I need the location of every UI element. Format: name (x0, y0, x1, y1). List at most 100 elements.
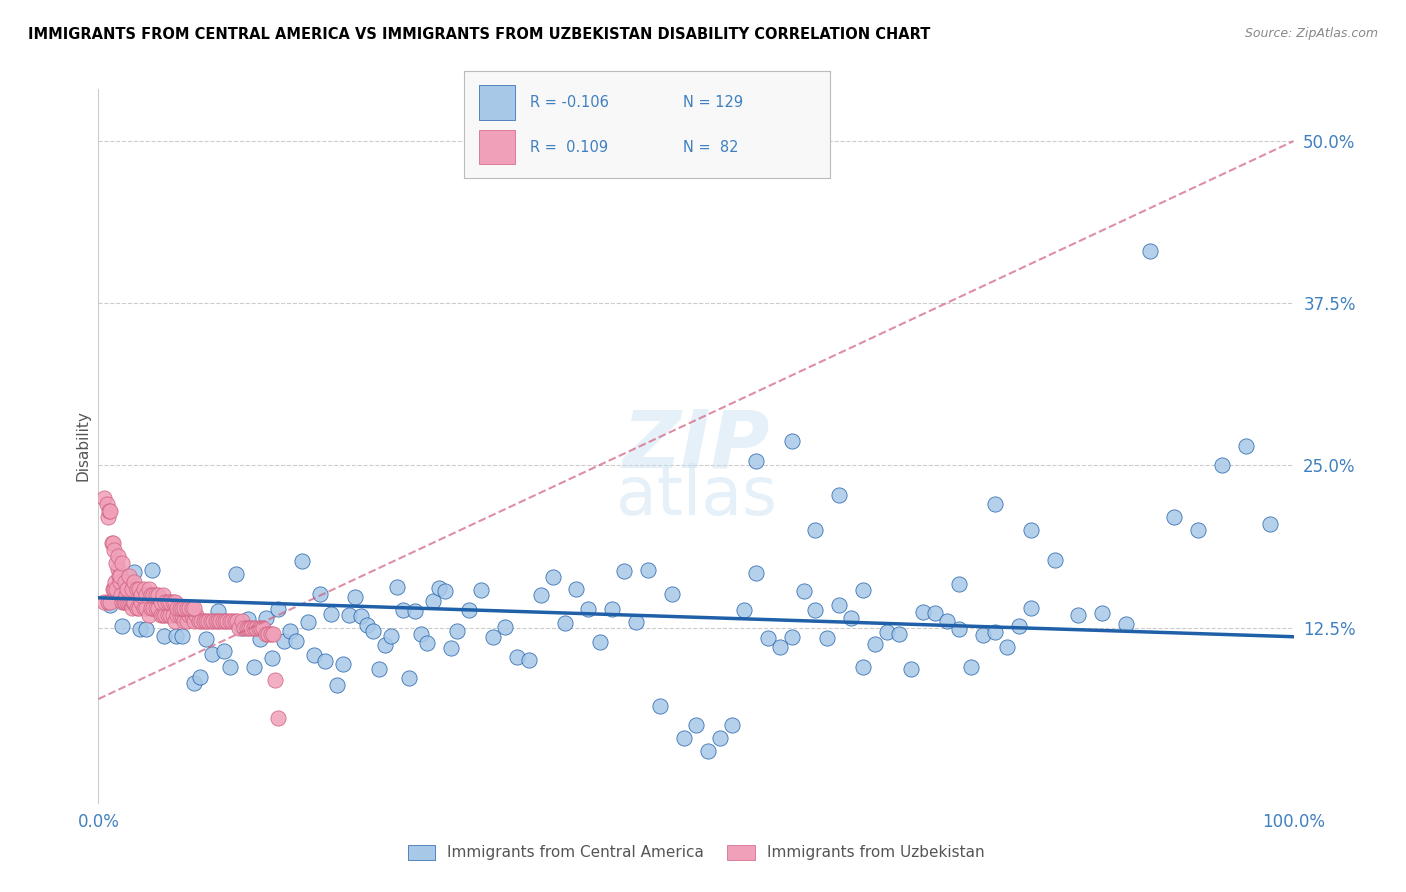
Point (98, 504, 121, 518)
Point (1019, 524, 1042, 538)
Point (207, 604, 229, 618)
Point (155, 607, 177, 622)
Point (828, 598, 851, 612)
Point (589, 635, 612, 649)
Point (852, 659, 875, 673)
Point (228, 621, 250, 635)
Point (149, 595, 172, 609)
Point (427, 581, 450, 595)
Point (135, 622, 157, 636)
Point (169, 601, 191, 615)
Point (624, 615, 647, 630)
Point (98, 504, 122, 518)
Point (1211, 458, 1233, 473)
Point (105, 582, 128, 596)
Point (315, 654, 337, 668)
Point (260, 651, 283, 665)
Point (804, 603, 827, 617)
Point (117, 582, 139, 596)
Point (231, 622, 253, 636)
Point (262, 627, 284, 641)
Point (250, 621, 273, 635)
Point (155, 595, 177, 609)
Bar (478, 86, 515, 120)
Point (231, 614, 253, 628)
Point (128, 582, 150, 596)
Point (152, 588, 174, 602)
Point (733, 602, 755, 616)
Point (93, 491, 115, 505)
Point (176, 614, 198, 628)
Point (110, 588, 132, 602)
Text: R =  0.109: R = 0.109 (530, 140, 607, 155)
Point (911, 605, 934, 619)
Point (107, 562, 129, 576)
Point (278, 624, 301, 638)
Point (125, 582, 148, 596)
Point (458, 603, 481, 617)
Point (118, 595, 141, 609)
Point (416, 636, 439, 650)
Point (207, 614, 229, 628)
Point (152, 607, 174, 622)
Point (111, 618, 134, 632)
Point (115, 582, 138, 596)
Point (673, 731, 696, 745)
Point (197, 614, 219, 628)
Point (948, 622, 970, 636)
Point (1163, 510, 1185, 524)
Point (1115, 616, 1137, 631)
Point (194, 614, 217, 628)
Point (121, 601, 143, 615)
Point (209, 614, 232, 628)
Point (145, 588, 167, 602)
Point (219, 660, 242, 674)
Point (863, 637, 886, 651)
Point (173, 614, 195, 628)
Point (697, 744, 720, 758)
Point (179, 601, 201, 615)
Point (948, 577, 970, 591)
Point (103, 542, 125, 557)
Point (183, 614, 205, 628)
Point (554, 616, 576, 631)
Point (103, 582, 125, 596)
Point (238, 621, 260, 635)
Point (972, 628, 994, 642)
Point (257, 627, 280, 641)
Point (180, 607, 202, 622)
Point (108, 568, 131, 582)
Text: R = -0.106: R = -0.106 (530, 95, 609, 110)
Point (481, 630, 505, 644)
Point (125, 601, 148, 615)
Point (212, 643, 235, 657)
Point (211, 614, 233, 628)
Point (180, 601, 202, 615)
Point (959, 660, 981, 674)
Point (240, 621, 263, 635)
Point (1019, 601, 1042, 615)
Point (135, 588, 157, 602)
Point (117, 593, 139, 607)
Point (225, 566, 247, 581)
Point (411, 626, 433, 640)
Point (321, 607, 343, 622)
Point (768, 640, 790, 655)
Point (156, 595, 179, 609)
Point (173, 601, 195, 615)
Point (273, 633, 295, 648)
Point (804, 523, 827, 537)
Point (337, 607, 360, 622)
Point (470, 582, 492, 597)
Point (111, 556, 134, 570)
Point (637, 563, 659, 577)
Point (254, 610, 277, 624)
Point (221, 614, 243, 628)
Point (709, 731, 731, 745)
Point (153, 629, 176, 643)
Point (101, 536, 124, 550)
Point (172, 629, 194, 643)
Point (139, 601, 162, 615)
Point (995, 640, 1018, 655)
Point (193, 614, 215, 628)
